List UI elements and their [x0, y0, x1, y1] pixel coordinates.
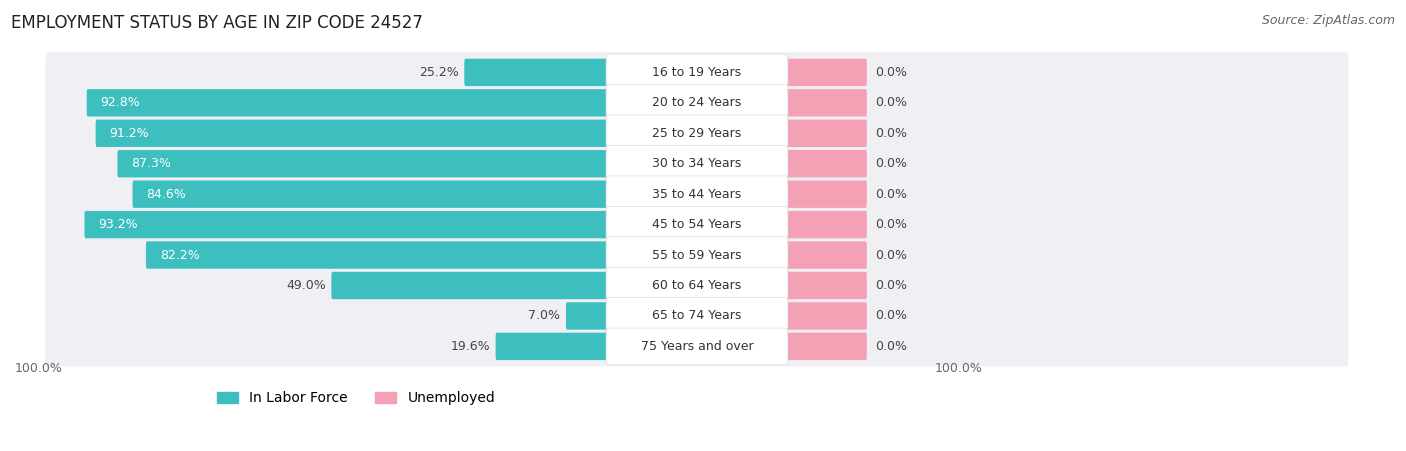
FancyBboxPatch shape: [45, 174, 1348, 214]
Text: 60 to 64 Years: 60 to 64 Years: [652, 279, 741, 292]
FancyBboxPatch shape: [45, 296, 1348, 336]
Text: 0.0%: 0.0%: [876, 188, 908, 201]
Text: 0.0%: 0.0%: [876, 249, 908, 262]
Text: 0.0%: 0.0%: [876, 66, 908, 79]
Text: 0.0%: 0.0%: [876, 340, 908, 353]
FancyBboxPatch shape: [45, 113, 1348, 153]
FancyBboxPatch shape: [45, 143, 1348, 184]
FancyBboxPatch shape: [787, 241, 868, 269]
FancyBboxPatch shape: [606, 176, 787, 212]
FancyBboxPatch shape: [84, 211, 607, 238]
Text: 45 to 54 Years: 45 to 54 Years: [652, 218, 742, 231]
FancyBboxPatch shape: [787, 89, 868, 116]
FancyBboxPatch shape: [45, 204, 1348, 245]
FancyBboxPatch shape: [606, 85, 787, 121]
Text: 16 to 19 Years: 16 to 19 Years: [652, 66, 741, 79]
Text: 75 Years and over: 75 Years and over: [641, 340, 754, 353]
Text: 91.2%: 91.2%: [110, 127, 149, 140]
FancyBboxPatch shape: [606, 115, 787, 152]
FancyBboxPatch shape: [787, 59, 868, 86]
FancyBboxPatch shape: [45, 83, 1348, 123]
FancyBboxPatch shape: [606, 207, 787, 243]
Text: 25.2%: 25.2%: [419, 66, 458, 79]
FancyBboxPatch shape: [45, 235, 1348, 275]
FancyBboxPatch shape: [132, 180, 607, 208]
Text: 30 to 34 Years: 30 to 34 Years: [652, 157, 741, 170]
Text: 0.0%: 0.0%: [876, 127, 908, 140]
Legend: In Labor Force, Unemployed: In Labor Force, Unemployed: [217, 391, 495, 405]
FancyBboxPatch shape: [118, 150, 607, 177]
FancyBboxPatch shape: [96, 120, 607, 147]
FancyBboxPatch shape: [787, 272, 868, 299]
FancyBboxPatch shape: [787, 120, 868, 147]
Text: 0.0%: 0.0%: [876, 309, 908, 322]
Text: 100.0%: 100.0%: [15, 362, 63, 375]
FancyBboxPatch shape: [787, 333, 868, 360]
FancyBboxPatch shape: [87, 89, 607, 116]
FancyBboxPatch shape: [606, 237, 787, 273]
FancyBboxPatch shape: [787, 180, 868, 208]
FancyBboxPatch shape: [787, 302, 868, 330]
FancyBboxPatch shape: [146, 241, 607, 269]
Text: 84.6%: 84.6%: [146, 188, 186, 201]
FancyBboxPatch shape: [332, 272, 607, 299]
FancyBboxPatch shape: [45, 265, 1348, 306]
Text: 55 to 59 Years: 55 to 59 Years: [652, 249, 742, 262]
Text: 0.0%: 0.0%: [876, 157, 908, 170]
Text: 93.2%: 93.2%: [98, 218, 138, 231]
Text: 25 to 29 Years: 25 to 29 Years: [652, 127, 741, 140]
Text: 0.0%: 0.0%: [876, 218, 908, 231]
Text: 65 to 74 Years: 65 to 74 Years: [652, 309, 742, 322]
FancyBboxPatch shape: [606, 146, 787, 182]
FancyBboxPatch shape: [787, 150, 868, 177]
FancyBboxPatch shape: [606, 328, 787, 365]
Text: 19.6%: 19.6%: [450, 340, 491, 353]
FancyBboxPatch shape: [787, 211, 868, 238]
Text: 92.8%: 92.8%: [101, 97, 141, 109]
FancyBboxPatch shape: [45, 52, 1348, 92]
Text: 87.3%: 87.3%: [131, 157, 172, 170]
Text: EMPLOYMENT STATUS BY AGE IN ZIP CODE 24527: EMPLOYMENT STATUS BY AGE IN ZIP CODE 245…: [11, 14, 423, 32]
Text: 35 to 44 Years: 35 to 44 Years: [652, 188, 741, 201]
Text: 7.0%: 7.0%: [529, 309, 561, 322]
Text: 100.0%: 100.0%: [935, 362, 983, 375]
Text: Source: ZipAtlas.com: Source: ZipAtlas.com: [1261, 14, 1395, 27]
FancyBboxPatch shape: [45, 326, 1348, 367]
FancyBboxPatch shape: [606, 298, 787, 334]
Text: 0.0%: 0.0%: [876, 279, 908, 292]
Text: 49.0%: 49.0%: [285, 279, 326, 292]
Text: 20 to 24 Years: 20 to 24 Years: [652, 97, 741, 109]
FancyBboxPatch shape: [567, 302, 607, 330]
Text: 0.0%: 0.0%: [876, 97, 908, 109]
FancyBboxPatch shape: [464, 59, 607, 86]
Text: 82.2%: 82.2%: [160, 249, 200, 262]
FancyBboxPatch shape: [606, 54, 787, 91]
FancyBboxPatch shape: [495, 333, 607, 360]
FancyBboxPatch shape: [606, 267, 787, 304]
